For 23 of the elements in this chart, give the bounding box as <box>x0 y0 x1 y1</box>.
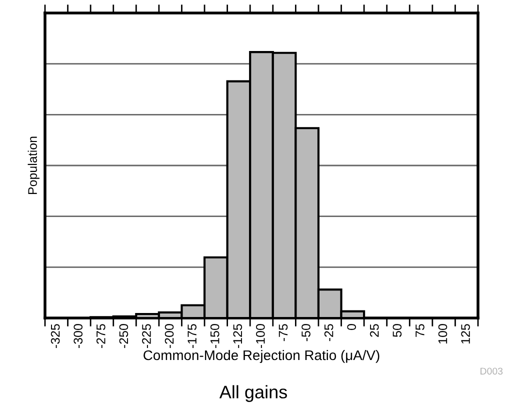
x-tick-label: -175 <box>188 324 196 348</box>
text: D003 <box>480 368 503 375</box>
x-tick-label: -250 <box>119 324 128 348</box>
x-tick-label: 50 <box>392 324 402 337</box>
x-tick-label: 125 <box>461 324 470 344</box>
x-tick-label: -275 <box>96 324 106 348</box>
x-axis-title: Common-Mode Rejection Ratio (μA/V) <box>144 350 380 363</box>
x-tick-label: -225 <box>142 324 151 348</box>
x-tick-label: -300 <box>74 324 83 348</box>
text: All gains <box>219 385 287 402</box>
x-tick-label: 0 <box>347 324 356 330</box>
y-axis-title: Population <box>28 136 40 194</box>
x-tick-label: 25 <box>370 324 379 337</box>
x-tick-label: -50 <box>302 324 310 342</box>
x-tick-label: -150 <box>210 324 220 348</box>
x-tick-label: -25 <box>324 324 334 342</box>
x-tick-label: 100 <box>438 324 448 344</box>
x-tick-label: -325 <box>50 324 60 348</box>
x-tick-label: -125 <box>233 324 242 348</box>
x-tick-label: -200 <box>164 324 174 348</box>
x-tick-label: 75 <box>416 324 424 337</box>
x-tick-label: -75 <box>278 324 288 342</box>
x-tick-label: -100 <box>256 324 265 348</box>
